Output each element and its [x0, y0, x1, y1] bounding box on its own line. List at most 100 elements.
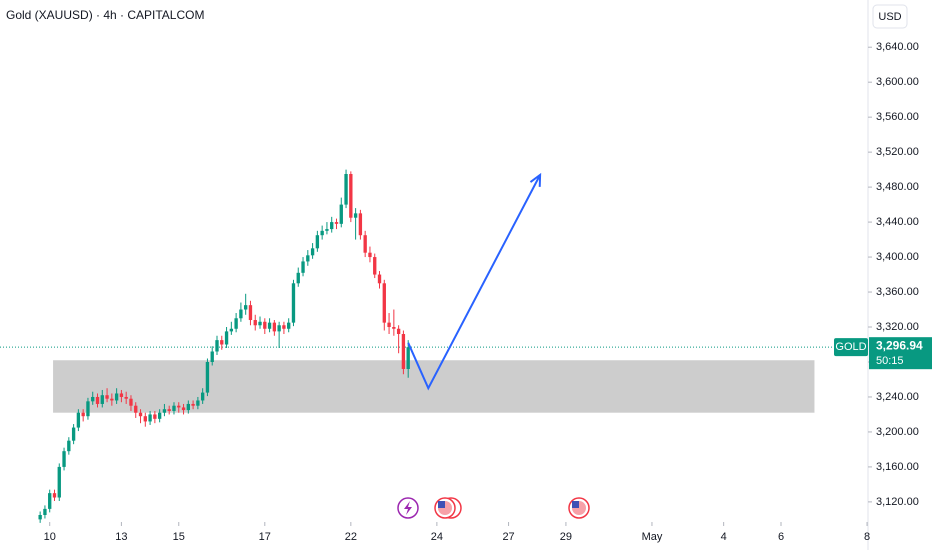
candle-body	[287, 322, 291, 329]
candle-body	[224, 331, 229, 345]
candle-body	[396, 328, 401, 335]
candle-body	[296, 272, 300, 284]
currency-label[interactable]: USD	[878, 11, 901, 23]
candle-body	[67, 440, 71, 452]
candle-body	[401, 334, 406, 369]
chart-title: Gold (XAUUSD) · 4h · CAPITALCOM	[6, 8, 204, 22]
candle-body	[325, 229, 329, 231]
candle-body	[186, 403, 190, 411]
last-price-label: 3,296.94	[876, 338, 923, 352]
currency-button[interactable]	[872, 4, 908, 29]
candle-body	[301, 261, 305, 273]
candle-body	[172, 405, 176, 411]
candle-body	[330, 222, 334, 230]
candle-body	[368, 252, 372, 258]
x-tick-label: May	[642, 531, 663, 543]
x-tick-label: 27	[502, 531, 514, 543]
x-tick-label: 17	[259, 531, 271, 543]
x-tick-label: 4	[721, 531, 727, 543]
candle-body	[86, 401, 90, 417]
x-tick-label: 8	[864, 531, 870, 543]
candle-body	[52, 493, 57, 498]
flag-glyph	[438, 501, 445, 508]
candle-body	[215, 340, 219, 352]
candle-body	[353, 213, 358, 218]
candle-body	[387, 322, 391, 328]
candle-body	[282, 325, 286, 329]
y-tick-label: 3,360.00	[876, 286, 919, 298]
candle-body	[148, 414, 152, 422]
y-tick-label: 3,440.00	[876, 216, 919, 228]
candle-body	[248, 305, 253, 321]
candle-body	[377, 274, 382, 284]
candle-body	[167, 409, 171, 411]
y-tick-label: 3,600.00	[876, 76, 919, 88]
symbol-tag	[834, 338, 868, 357]
candle-body	[81, 412, 85, 417]
candle-body	[363, 235, 367, 253]
arrow-head	[529, 172, 542, 187]
x-tick-label: 22	[345, 531, 357, 543]
candle-body	[153, 414, 157, 419]
candle-body	[57, 466, 61, 498]
candle-body	[110, 398, 114, 401]
x-tick-label: 10	[44, 531, 56, 543]
y-tick-label: 3,560.00	[876, 111, 919, 123]
price-tag	[869, 337, 932, 370]
candle-body	[181, 407, 186, 411]
candle-body	[205, 361, 210, 393]
candle-body	[43, 508, 47, 516]
candle-body	[406, 347, 410, 369]
candle-body	[38, 515, 42, 520]
candle-body	[157, 412, 162, 419]
y-tick-label: 3,400.00	[876, 251, 919, 263]
candle-body	[310, 248, 315, 256]
x-tick-label: 13	[115, 531, 127, 543]
candle-body	[119, 393, 124, 397]
y-tick-label: 3,200.00	[876, 426, 919, 438]
candle-body	[291, 283, 296, 323]
y-tick-label: 3,120.00	[876, 496, 919, 508]
candle-body	[143, 416, 147, 422]
candle-body	[339, 204, 343, 224]
candle-body	[95, 396, 100, 404]
y-tick-label: 3,480.00	[876, 181, 919, 193]
candle-body	[62, 451, 66, 467]
candle-body	[129, 398, 133, 406]
candle-body	[392, 327, 396, 329]
candle-body	[162, 409, 167, 413]
candle-body	[320, 230, 324, 236]
candle-body	[220, 340, 224, 345]
candle-body	[382, 283, 386, 323]
candle-body	[114, 393, 119, 401]
plot-area	[0, 169, 868, 523]
candle-body	[234, 318, 238, 329]
projection-path	[407, 174, 541, 391]
candle-body	[344, 174, 348, 205]
candle-body	[244, 305, 248, 310]
candle-body	[373, 257, 377, 275]
symbol-label: GOLD	[835, 341, 866, 353]
candle-body	[196, 400, 200, 406]
candle-body	[91, 396, 95, 402]
candle-body	[267, 322, 272, 329]
candle-body	[306, 255, 310, 262]
candle-body	[315, 235, 320, 249]
candle-body	[239, 309, 243, 319]
event-icon-glyph	[404, 501, 412, 515]
x-tick-label: 6	[778, 531, 784, 543]
candle-body	[277, 325, 281, 332]
x-tick-label: 29	[560, 531, 572, 543]
candle-body	[191, 403, 195, 406]
x-tick-label: 24	[431, 531, 443, 543]
candle-body	[349, 174, 353, 218]
x-tick-label: 15	[173, 531, 185, 543]
flag-glyph	[572, 501, 579, 508]
y-tick-label: 3,240.00	[876, 391, 919, 403]
y-tick-label: 3,160.00	[876, 461, 919, 473]
candle-body	[100, 395, 104, 404]
candle-body	[358, 213, 363, 236]
candle-body	[229, 328, 234, 332]
